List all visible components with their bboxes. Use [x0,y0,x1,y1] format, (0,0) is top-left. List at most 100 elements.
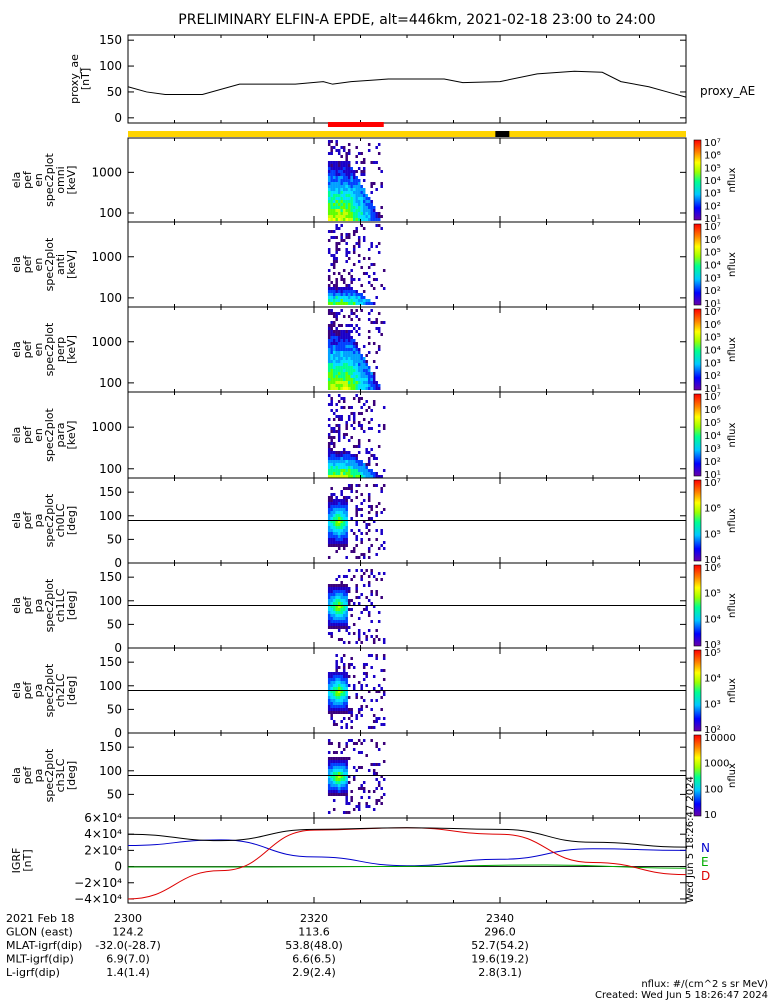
spectrogram-cell [330,705,333,708]
spectrogram-cell [352,463,356,466]
spectrogram-cell [370,505,373,508]
spectrogram-cell [340,526,343,529]
spectrogram-cell [342,381,346,384]
spectrogram-cell [327,742,331,745]
spectrogram-cell [340,790,343,793]
spectrogram-cell [342,538,346,541]
spectrogram-cell [382,427,386,430]
spectrogram-cell [340,623,343,626]
spectrogram-cell [365,299,368,302]
spectrogram-cell [330,508,333,511]
spectrogram-cell [340,345,343,348]
spectrogram-cell [350,212,353,215]
spectrogram-cell [335,696,338,699]
spectrogram-cell [360,784,363,787]
spectrogram-cell [357,381,361,384]
spectrogram-cell [372,161,376,164]
colorbar-gradient [693,734,702,817]
spectrogram-cell [352,384,356,387]
spectrogram-cell [350,466,353,469]
spectrogram-cell [327,209,331,212]
spectrogram-cell [370,654,373,657]
spectrogram-cell [332,508,336,511]
spectrogram-cell [375,511,378,514]
spectrogram-cell [342,436,346,439]
spectrogram-cell [342,523,346,526]
spectrogram-cell [337,769,341,772]
spectrogram-cell [335,687,338,690]
spectrogram-cell [335,502,338,505]
spectrogram-cell [342,466,346,469]
spectrogram-cell [367,143,371,146]
spectrogram-cell [355,381,358,384]
spectrogram-cell [340,499,343,502]
spectrogram-cell [362,345,366,348]
spectrogram-cell [382,572,386,575]
spectrogram-cell [342,784,346,787]
spectrogram-cell [370,212,373,215]
spectrogram-cell [367,248,371,251]
spectrogram-cell [330,161,333,164]
spectrogram-cell [337,287,341,290]
spectrogram-cell [355,179,358,182]
spectrogram-cell [342,170,346,173]
spectrogram-cell [350,487,353,490]
spectrogram-cell [350,529,353,532]
spectrogram-cell [357,439,361,442]
spectrogram-cell [332,357,336,360]
spectrogram-cell [357,194,361,197]
spectrogram-cell [332,687,336,690]
spectrogram-cell [370,726,373,729]
spectrogram-cell [345,251,348,254]
spectrogram-cell [347,602,351,605]
spectrogram-cell [337,302,341,305]
spectrogram-cell [332,384,336,387]
spectrogram-cell [345,593,348,596]
spectrogram-cell [357,203,361,206]
spectrogram-cell [330,457,333,460]
spectrogram-cell [375,321,378,324]
spectrogram-cell [342,469,346,472]
spectrogram-cell [357,529,361,532]
spectrogram-cell [342,296,346,299]
spectrogram-cell [362,290,366,293]
spectrogram-cell [340,185,343,188]
panel-7-spectrogram [128,654,686,729]
spectrogram-cell [327,387,331,390]
spectrogram-cell [340,348,343,351]
cbar-tick-label: 10² [704,725,721,736]
spectrogram-cell [347,203,351,206]
spectrogram-cell [380,284,383,287]
spectrogram-cell [357,302,361,305]
spectrogram-cell [362,466,366,469]
spectrogram-cell [377,445,381,448]
spectrogram-cell [330,699,333,702]
spectrogram-cell [352,182,356,185]
spectrogram-cell [362,170,366,173]
spectrogram-cell [355,457,358,460]
spectrogram-cell [347,684,351,687]
spectrogram-cell [335,170,338,173]
spectrogram-cell [340,212,343,215]
spectrogram-cell [352,197,356,200]
spectrogram-cell [360,705,363,708]
spectrogram-cell [327,384,331,387]
footer-row-value: 2300 [114,912,142,925]
spectrogram-cell [372,808,376,811]
spectrogram-cell [342,457,346,460]
spectrogram-cell [327,811,331,814]
spectrogram-cell [342,200,346,203]
spectrogram-cell [340,397,343,400]
spectrogram-cell [337,457,341,460]
spectrogram-cell [337,593,341,596]
spectrogram-cell [335,257,338,260]
cbar-tick-label: 10³ [704,273,721,284]
spectrogram-cell [360,302,363,305]
spectrogram-cell [330,587,333,590]
spectrogram-cell [345,469,348,472]
spectrogram-cell [340,360,343,363]
spectrogram-cell [337,778,341,781]
